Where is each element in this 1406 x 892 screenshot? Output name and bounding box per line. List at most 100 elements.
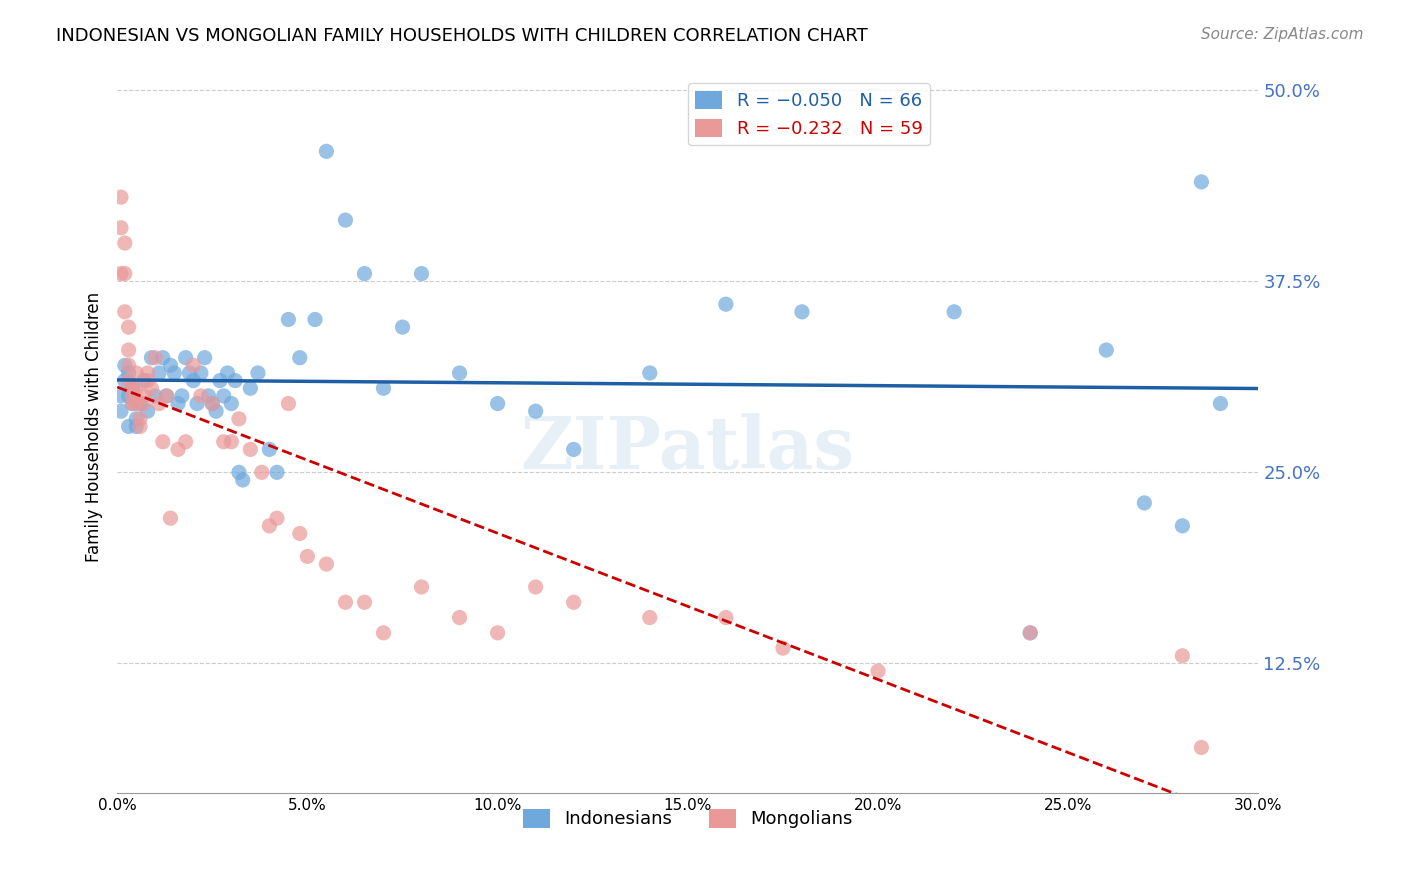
Point xyxy=(246,366,269,380)
Point xyxy=(221,396,243,410)
Text: INDONESIAN VS MONGOLIAN FAMILY HOUSEHOLDS WITH CHILDREN CORRELATION CHART: INDONESIAN VS MONGOLIAN FAMILY HOUSEHOLD… xyxy=(56,27,868,45)
Point xyxy=(353,595,375,609)
Point xyxy=(208,374,231,388)
Point xyxy=(110,267,132,281)
Legend: Indonesians, Mongolians: Indonesians, Mongolians xyxy=(516,802,859,836)
Point xyxy=(152,434,174,449)
Point xyxy=(132,396,155,410)
Point xyxy=(1019,625,1042,640)
Point xyxy=(411,580,433,594)
Point xyxy=(212,389,235,403)
Point xyxy=(163,366,186,380)
Point xyxy=(228,412,250,426)
Point xyxy=(159,359,181,373)
Point xyxy=(277,396,299,410)
Point xyxy=(239,442,262,457)
Point xyxy=(315,145,337,159)
Point xyxy=(232,473,254,487)
Point xyxy=(156,389,179,403)
Point xyxy=(1189,175,1212,189)
Point xyxy=(1209,396,1232,410)
Point xyxy=(152,351,174,365)
Point xyxy=(714,297,737,311)
Point xyxy=(141,381,163,395)
Point xyxy=(194,351,217,365)
Point xyxy=(638,610,661,624)
Point xyxy=(156,389,179,403)
Point xyxy=(121,389,143,403)
Point xyxy=(114,374,136,388)
Point xyxy=(114,267,136,281)
Point xyxy=(136,374,159,388)
Point xyxy=(259,442,281,457)
Point xyxy=(201,396,224,410)
Point xyxy=(110,389,132,403)
Point xyxy=(141,351,163,365)
Point xyxy=(201,396,224,410)
Point xyxy=(391,320,413,334)
Point xyxy=(304,312,326,326)
Point xyxy=(638,366,661,380)
Point xyxy=(125,396,148,410)
Point xyxy=(1171,519,1194,533)
Point xyxy=(167,396,190,410)
Point xyxy=(125,381,148,395)
Point xyxy=(110,404,132,418)
Point xyxy=(143,351,166,365)
Point xyxy=(335,595,357,609)
Point xyxy=(174,351,197,365)
Point xyxy=(221,434,243,449)
Point xyxy=(288,526,311,541)
Point xyxy=(114,305,136,319)
Point xyxy=(562,442,585,457)
Point xyxy=(288,351,311,365)
Point xyxy=(1171,648,1194,663)
Point xyxy=(250,466,273,480)
Text: Source: ZipAtlas.com: Source: ZipAtlas.com xyxy=(1201,27,1364,42)
Point xyxy=(1095,343,1118,357)
Point xyxy=(197,389,219,403)
Point xyxy=(772,641,794,656)
Point xyxy=(266,511,288,525)
Point xyxy=(121,381,143,395)
Point xyxy=(117,389,139,403)
Point xyxy=(181,359,204,373)
Point xyxy=(190,366,212,380)
Point xyxy=(315,557,337,571)
Point xyxy=(190,389,212,403)
Point xyxy=(136,404,159,418)
Point xyxy=(486,396,509,410)
Point xyxy=(205,404,228,418)
Point xyxy=(117,374,139,388)
Point xyxy=(174,434,197,449)
Point xyxy=(159,511,181,525)
Point xyxy=(148,366,170,380)
Point xyxy=(121,381,143,395)
Point xyxy=(143,389,166,403)
Point xyxy=(486,625,509,640)
Point xyxy=(121,396,143,410)
Point xyxy=(121,396,143,410)
Point xyxy=(790,305,813,319)
Point xyxy=(129,412,152,426)
Point xyxy=(132,389,155,403)
Point xyxy=(562,595,585,609)
Point xyxy=(170,389,193,403)
Text: ZIPatlas: ZIPatlas xyxy=(520,413,855,484)
Point xyxy=(224,374,246,388)
Point xyxy=(117,343,139,357)
Point xyxy=(373,625,395,640)
Point xyxy=(217,366,239,380)
Point xyxy=(117,419,139,434)
Point xyxy=(125,366,148,380)
Point xyxy=(524,404,547,418)
Point xyxy=(129,419,152,434)
Point xyxy=(186,396,208,410)
Point xyxy=(114,359,136,373)
Point xyxy=(212,434,235,449)
Point xyxy=(179,366,201,380)
Point xyxy=(1133,496,1156,510)
Point xyxy=(117,366,139,380)
Point xyxy=(259,519,281,533)
Point xyxy=(117,359,139,373)
